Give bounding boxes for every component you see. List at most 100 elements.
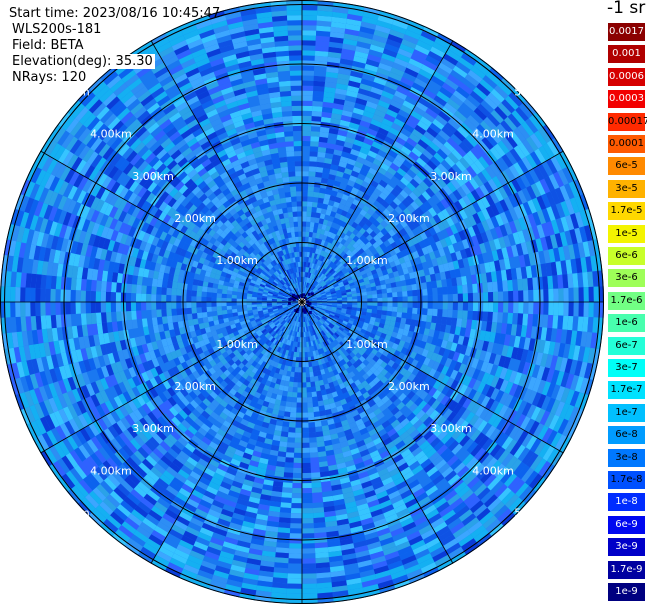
ppi-range-gate bbox=[424, 219, 433, 229]
ppi-range-gate bbox=[346, 243, 353, 250]
ppi-range-gate bbox=[302, 372, 306, 378]
ppi-range-gate bbox=[494, 106, 508, 121]
ppi-range-gate bbox=[437, 163, 448, 174]
ppi-range-gate bbox=[395, 136, 407, 146]
ppi-range-gate bbox=[363, 254, 370, 261]
ppi-range-gate bbox=[316, 295, 322, 299]
ppi-range-gate bbox=[308, 171, 316, 177]
ppi-range-gate bbox=[428, 266, 435, 275]
ppi-range-gate bbox=[426, 126, 439, 138]
ppi-range-gate bbox=[427, 235, 436, 245]
ppi-range-gate bbox=[481, 137, 494, 150]
ppi-range-gate bbox=[354, 134, 366, 143]
ppi-range-gate bbox=[326, 281, 332, 286]
ppi-range-gate bbox=[483, 96, 498, 110]
ppi-range-gate bbox=[346, 18, 362, 27]
ppi-range-gate bbox=[442, 286, 448, 295]
ppi-range-gate bbox=[337, 165, 346, 173]
ppi-range-gate bbox=[425, 84, 440, 96]
ppi-range-gate bbox=[565, 199, 575, 215]
ppi-range-gate bbox=[303, 271, 306, 277]
ppi-range-gate bbox=[292, 472, 302, 479]
ppi-range-gate bbox=[579, 210, 589, 227]
ppi-range-gate bbox=[472, 311, 478, 321]
ppi-range-gate bbox=[374, 109, 386, 119]
ppi-range-gate bbox=[302, 146, 311, 152]
ppi-range-gate bbox=[352, 165, 362, 174]
ppi-range-gate bbox=[344, 255, 351, 262]
ppi-range-gate bbox=[411, 236, 419, 245]
ppi-range-gate bbox=[406, 137, 418, 148]
ppi-range-gate bbox=[447, 152, 460, 164]
ppi-range-gate bbox=[398, 257, 406, 265]
ppi-range-gate bbox=[304, 287, 306, 293]
ppi-range-gate bbox=[392, 19, 409, 30]
ppi-range-gate bbox=[574, 227, 583, 244]
ppi-range-gate bbox=[308, 283, 312, 289]
ppi-range-gate bbox=[342, 253, 349, 260]
ppi-range-gate bbox=[382, 302, 388, 307]
ppi-range-gate bbox=[474, 244, 482, 256]
ppi-range-gate bbox=[418, 269, 426, 277]
ppi-range-gate bbox=[414, 77, 428, 89]
ppi-range-gate bbox=[430, 99, 444, 111]
ppi-range-gate bbox=[312, 287, 317, 292]
ppi-range-gate bbox=[316, 436, 324, 443]
ppi-range-gate bbox=[369, 44, 385, 54]
ppi-range-gate bbox=[452, 65, 468, 78]
ppi-range-gate bbox=[535, 238, 544, 252]
ppi-range-gate bbox=[314, 238, 319, 244]
ppi-range-gate bbox=[288, 558, 302, 564]
ppi-range-gate bbox=[426, 159, 438, 171]
ppi-range-gate bbox=[378, 204, 387, 213]
ppi-range-gate bbox=[287, 578, 302, 584]
ppi-range-gate bbox=[412, 302, 418, 309]
ppi-range-gate bbox=[336, 134, 347, 142]
ppi-range-gate bbox=[373, 263, 381, 270]
ppi-range-gate bbox=[521, 187, 532, 202]
ppi-range-gate bbox=[311, 295, 317, 299]
ppi-range-gate bbox=[314, 547, 329, 554]
ppi-range-gate bbox=[452, 260, 460, 270]
ppi-range-gate bbox=[344, 28, 360, 37]
ppi-range-gate bbox=[349, 284, 356, 289]
ppi-range-gate bbox=[462, 302, 469, 311]
ppi-range-gate bbox=[342, 205, 350, 213]
ppi-range-gate bbox=[398, 109, 411, 119]
ppi-range-gate bbox=[345, 289, 352, 293]
ppi-range-gate bbox=[367, 274, 374, 281]
ppi-range-gate bbox=[302, 377, 307, 383]
ppi-range-gate bbox=[323, 264, 329, 270]
ppi-range-gate bbox=[367, 302, 373, 306]
ppi-range-gate bbox=[441, 228, 450, 239]
ppi-range-gate bbox=[392, 302, 398, 307]
ppi-range-gate bbox=[381, 175, 391, 184]
ppi-range-gate bbox=[376, 196, 385, 205]
ppi-range-gate bbox=[363, 276, 369, 282]
ppi-range-gate bbox=[308, 231, 313, 238]
ppi-range-gate bbox=[381, 310, 388, 316]
ppi-range-gate bbox=[364, 212, 372, 220]
ppi-range-gate bbox=[396, 312, 403, 318]
ppi-range-gate bbox=[319, 131, 329, 138]
ppi-range-gate bbox=[501, 154, 514, 168]
ppi-range-gate bbox=[303, 287, 306, 293]
ppi-range-gate bbox=[427, 50, 443, 63]
ppi-range-gate bbox=[305, 231, 310, 237]
ppi-range-gate bbox=[380, 162, 390, 172]
ppi-range-gate bbox=[334, 234, 340, 241]
ppi-range-gate bbox=[436, 256, 443, 266]
ppi-range-gate bbox=[488, 292, 494, 302]
ppi-range-gate bbox=[461, 238, 470, 250]
ppi-range-gate bbox=[553, 288, 559, 302]
ppi-range-gate bbox=[350, 170, 360, 178]
ppi-range-gate bbox=[294, 367, 299, 373]
ppi-range-gate bbox=[319, 273, 325, 279]
ppi-range-gate bbox=[407, 302, 413, 308]
ppi-range-gate bbox=[507, 312, 514, 325]
ppi-range-gate bbox=[343, 33, 359, 42]
ppi-range-gate bbox=[329, 169, 338, 176]
ppi-range-gate bbox=[480, 100, 495, 114]
ppi-range-gate bbox=[542, 143, 555, 159]
ppi-range-gate bbox=[321, 283, 327, 288]
